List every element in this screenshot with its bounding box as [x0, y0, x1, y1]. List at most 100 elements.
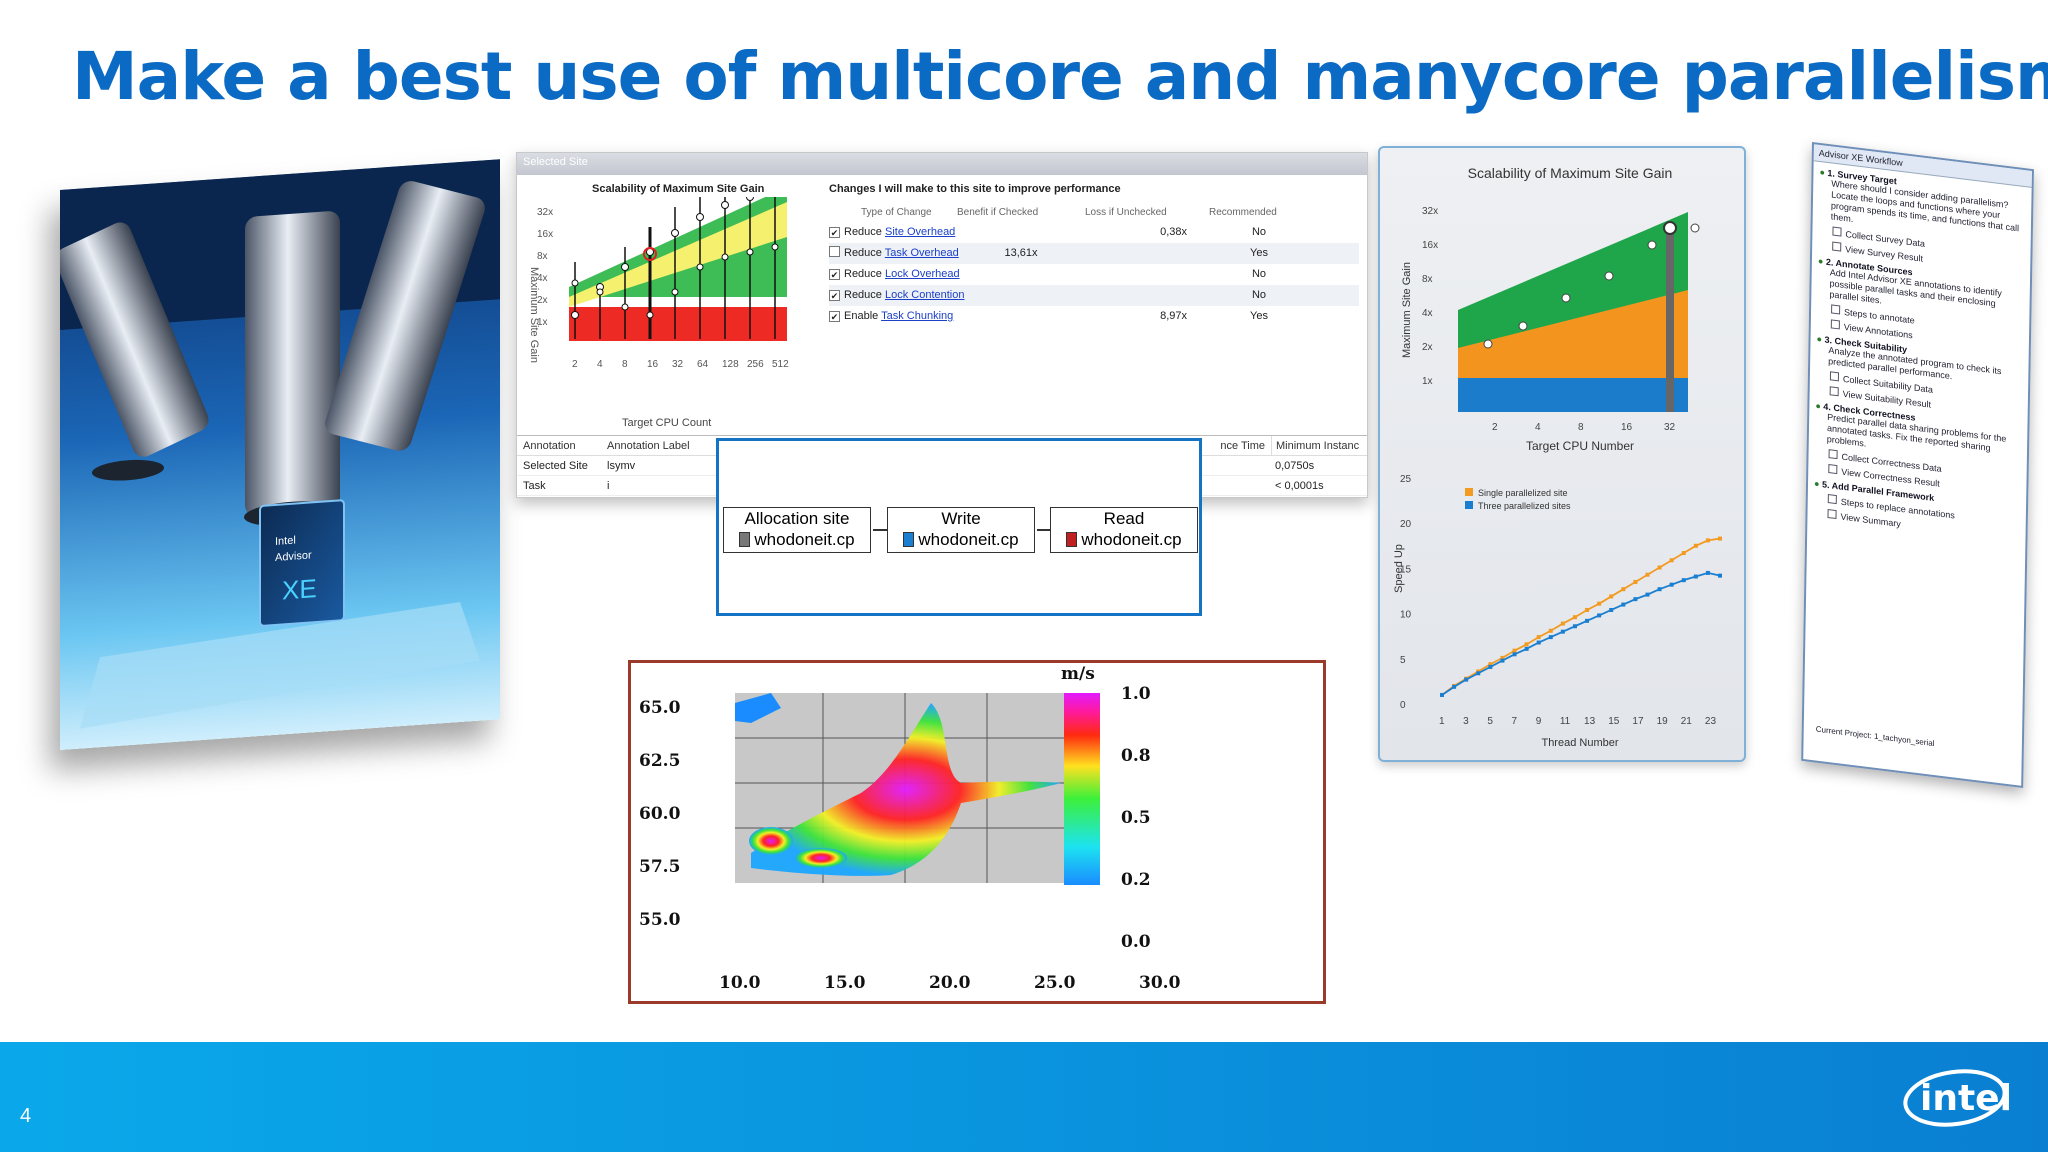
right-top-xtick: 2 — [1492, 422, 1498, 433]
speedup-point — [1633, 597, 1638, 602]
right-bottom-xtick: 11 — [1560, 716, 1571, 727]
change-checkbox[interactable]: ✔ — [829, 269, 840, 280]
change-recommended: No — [1251, 289, 1267, 301]
step-icon: ● — [1817, 255, 1824, 267]
advisor-suitability-panel: Selected Site Scalability of Maximum Sit… — [516, 152, 1368, 498]
change-type: ✔ Reduce Lock Overhead — [829, 264, 960, 285]
step-icon: ● — [1813, 478, 1820, 489]
change-recommended: Yes — [1250, 310, 1268, 322]
selected-target-marker — [643, 247, 657, 261]
change-loss: 0,38x — [1160, 226, 1187, 238]
col-benefit: Benefit if Checked — [957, 207, 1039, 218]
left-ytick: 1x — [537, 317, 548, 328]
speedup-point — [1609, 607, 1614, 612]
flow-arrow — [873, 529, 889, 531]
page-number: 4 — [20, 1105, 32, 1127]
change-benefit — [957, 222, 1085, 243]
legend-three-label: Three parallelized sites — [1478, 501, 1571, 511]
right-top-point — [1483, 339, 1493, 349]
footer-bar — [0, 1042, 2048, 1152]
change-prefix: Reduce — [844, 247, 882, 259]
heatmap-unit: m/s — [1061, 664, 1095, 684]
heatmap-xtick: 25.0 — [1034, 973, 1076, 993]
speedup-point — [1572, 615, 1577, 620]
action-icon — [1828, 464, 1838, 475]
col-loss: Loss if Unchecked — [1085, 207, 1167, 218]
change-link[interactable]: Task Chunking — [881, 310, 954, 322]
speedup-point — [1669, 558, 1674, 563]
change-type: ✔ Enable Task Chunking — [829, 306, 957, 327]
change-loss — [1085, 264, 1209, 285]
col-type: Type of Change — [861, 207, 932, 218]
change-type: ✔ Reduce Site Overhead — [829, 222, 957, 243]
heatmap-xtick: 20.0 — [929, 973, 971, 993]
change-loss: 8,97x — [1160, 310, 1187, 322]
right-top-point — [1647, 240, 1657, 250]
legend-three-swatch — [1465, 501, 1473, 509]
colorbar-label: 0.5 — [1121, 808, 1151, 828]
change-link[interactable]: Lock Overhead — [884, 268, 960, 280]
speedup-point — [1633, 579, 1638, 584]
slide-title: Make a best use of multicore and manycor… — [72, 38, 2048, 115]
red-document-icon — [1066, 532, 1078, 547]
left-ytick: 32x — [537, 207, 553, 218]
change-checkbox[interactable]: ✔ — [829, 227, 840, 238]
flow-node-label: Allocation site — [744, 509, 850, 528]
site-gain-chart: Maximum Site Gain 32x 16x 8x 4x 2x 1x 2 4 8 16 32 6… — [528, 197, 789, 370]
microscope-image: Intel Advisor XE — [60, 159, 500, 751]
right-bottom-xtick: 15 — [1608, 716, 1620, 727]
right-top-xtick: 32 — [1664, 422, 1676, 433]
speedup-point — [1500, 658, 1505, 663]
site-gain-point — [621, 263, 629, 271]
change-row: ✔ Reduce Lock Overhead No — [829, 264, 1359, 285]
heatmap-xtick: 15.0 — [824, 973, 866, 993]
flow-node[interactable]: Write whodoneit.cp — [887, 507, 1035, 553]
right-bottom-ytick: 10 — [1400, 610, 1412, 621]
change-prefix: Enable — [844, 310, 879, 322]
speedup-point — [1585, 618, 1590, 623]
change-link[interactable]: Task Overhead — [884, 247, 959, 259]
change-row: ✔ Enable Task Chunking 8,97x Yes — [829, 306, 1359, 327]
flow-node[interactable]: Allocation site whodoneit.cp — [723, 507, 871, 553]
left-ytick: 8x — [537, 251, 548, 262]
speedup-line-1 — [1441, 571, 1721, 696]
speedup-point — [1705, 538, 1710, 543]
change-link[interactable]: Site Overhead — [884, 226, 956, 238]
right-bottom-xtick: 17 — [1632, 716, 1644, 727]
speedup-point — [1705, 570, 1710, 575]
right-top-ylabel: Maximum Site Gain — [1401, 262, 1413, 358]
annotation-min-cell: < 0,0001s — [1275, 480, 1324, 492]
change-benefit — [957, 306, 1085, 327]
heatmap-xtick: 10.0 — [719, 973, 761, 993]
change-type: Reduce Task Overhead — [829, 243, 959, 264]
action-icon — [1832, 226, 1842, 237]
site-gain-point — [671, 288, 679, 296]
speedup-point — [1464, 677, 1469, 682]
flow-node-file: whodoneit.cp — [754, 530, 855, 549]
flow-node[interactable]: Read whodoneit.cp — [1050, 507, 1198, 553]
speedup-point — [1609, 594, 1614, 599]
annotation-min-cell: 0,0750s — [1275, 460, 1315, 472]
right-bottom-xtick: 9 — [1536, 716, 1542, 727]
change-checkbox[interactable]: ✔ — [829, 311, 840, 322]
speedup-point — [1488, 662, 1493, 667]
site-gain-point — [721, 253, 729, 261]
left-xtick: 256 — [747, 359, 764, 370]
speedup-point — [1681, 551, 1686, 556]
right-top-ytick: 2x — [1422, 342, 1433, 353]
change-link[interactable]: Lock Contention — [884, 289, 965, 301]
heatmap-xtick: 30.0 — [1139, 973, 1181, 993]
legend-single-swatch — [1465, 488, 1473, 496]
selected-cpu-bar — [1666, 228, 1674, 412]
speedup-point — [1669, 582, 1674, 587]
speedup-point — [1681, 578, 1686, 583]
site-gain-point — [746, 248, 754, 256]
change-checkbox[interactable]: ✔ — [829, 290, 840, 301]
right-top-point — [1518, 321, 1528, 331]
left-xlabel: Target CPU Count — [622, 417, 712, 429]
change-checkbox[interactable] — [829, 246, 840, 257]
ann-header-1: Annotation Label — [607, 440, 690, 452]
right-bottom-xtick: 1 — [1439, 716, 1445, 727]
speedup-point — [1597, 613, 1602, 618]
